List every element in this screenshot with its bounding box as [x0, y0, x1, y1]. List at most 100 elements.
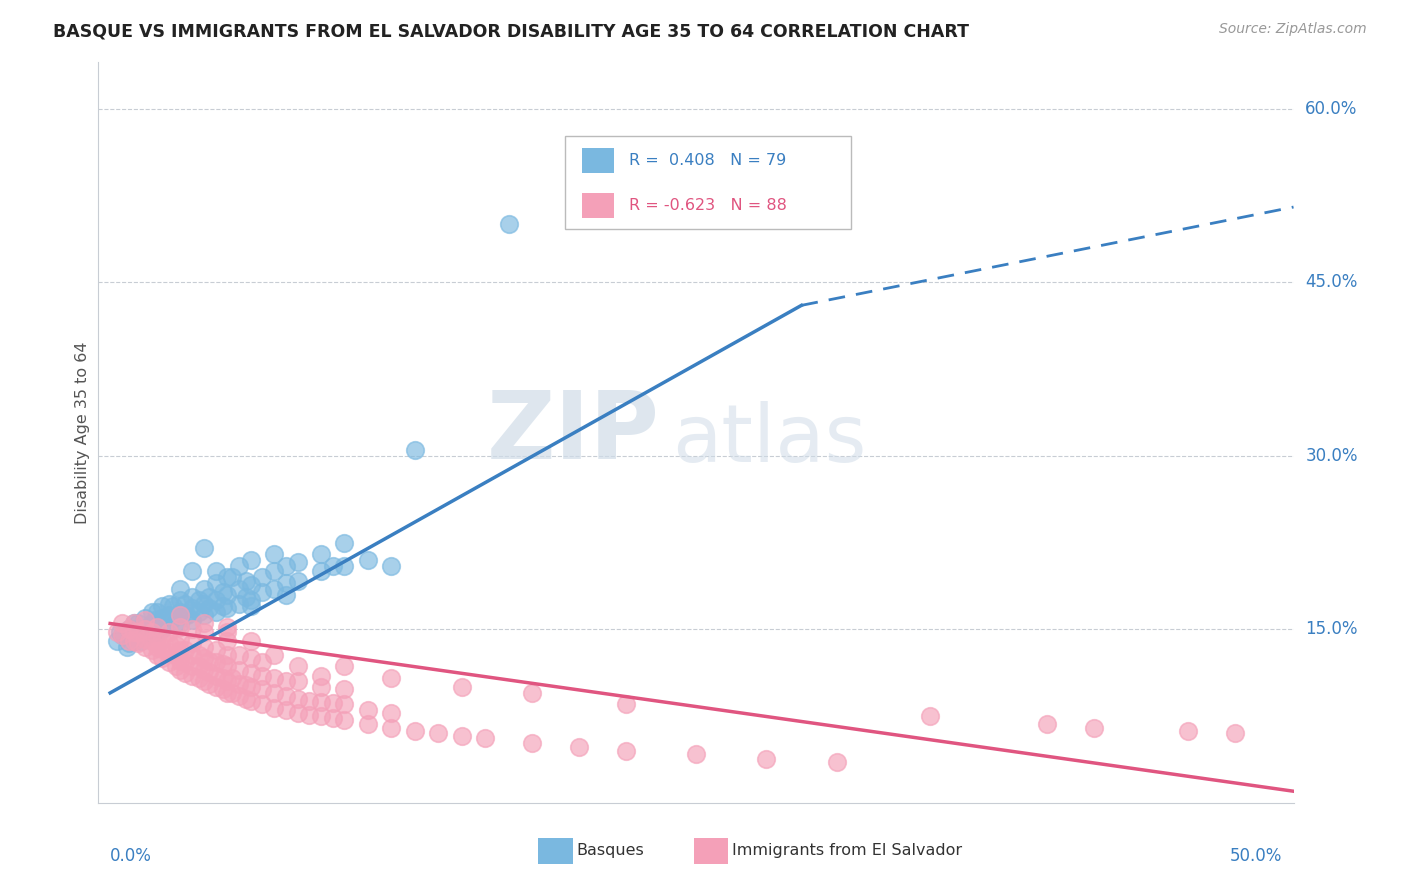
Point — [105, 624, 128, 639]
Point — [169, 616, 191, 631]
Point — [127, 628, 149, 642]
Point — [188, 659, 211, 673]
Point — [309, 547, 332, 561]
Point — [322, 696, 344, 710]
Point — [204, 643, 226, 657]
Point — [309, 565, 332, 579]
Point — [274, 588, 297, 602]
Point — [157, 616, 180, 631]
Point — [333, 713, 356, 727]
Point — [108, 624, 131, 639]
Point — [322, 558, 344, 573]
Point — [169, 663, 191, 677]
Point — [141, 605, 163, 619]
Point — [217, 588, 239, 602]
Point — [450, 680, 472, 694]
Point — [127, 624, 149, 639]
Point — [614, 698, 637, 712]
Point — [122, 633, 145, 648]
Point — [134, 610, 156, 624]
FancyBboxPatch shape — [582, 193, 613, 218]
Point — [239, 599, 262, 614]
Point — [157, 608, 180, 623]
Point — [287, 574, 309, 588]
Point — [150, 610, 173, 624]
Point — [204, 593, 226, 607]
Point — [176, 608, 198, 623]
Point — [357, 703, 380, 717]
Text: BASQUE VS IMMIGRANTS FROM EL SALVADOR DISABILITY AGE 35 TO 64 CORRELATION CHART: BASQUE VS IMMIGRANTS FROM EL SALVADOR DI… — [53, 22, 969, 40]
Point — [568, 740, 591, 755]
FancyBboxPatch shape — [582, 147, 613, 173]
Point — [181, 601, 204, 615]
Point — [181, 636, 204, 650]
Point — [197, 676, 219, 690]
Point — [309, 709, 332, 723]
Text: 30.0%: 30.0% — [1305, 447, 1358, 465]
Point — [263, 686, 285, 700]
Point — [252, 682, 274, 697]
Point — [520, 686, 543, 700]
Point — [150, 651, 173, 665]
Point — [118, 622, 141, 636]
Point — [122, 622, 145, 636]
Point — [217, 570, 239, 584]
Point — [239, 633, 262, 648]
Point — [211, 585, 233, 599]
Point — [134, 632, 156, 646]
Point — [134, 628, 156, 642]
Point — [193, 663, 215, 677]
Point — [143, 613, 166, 627]
Point — [122, 616, 145, 631]
FancyBboxPatch shape — [693, 838, 728, 863]
Point — [165, 648, 187, 662]
Point — [204, 668, 226, 682]
Point — [287, 691, 309, 706]
Point — [217, 601, 239, 615]
Text: R = -0.623   N = 88: R = -0.623 N = 88 — [628, 198, 787, 213]
Point — [221, 570, 243, 584]
Point — [193, 582, 215, 596]
Point — [287, 555, 309, 569]
Point — [221, 686, 243, 700]
Point — [157, 655, 180, 669]
Point — [1177, 724, 1199, 739]
Point — [235, 574, 257, 588]
Point — [263, 671, 285, 685]
Point — [197, 601, 219, 615]
Point — [132, 622, 155, 636]
Point — [193, 624, 215, 639]
Point — [169, 643, 191, 657]
Point — [333, 558, 356, 573]
Point — [174, 643, 197, 657]
Point — [141, 633, 163, 648]
Point — [357, 553, 380, 567]
Text: 50.0%: 50.0% — [1229, 847, 1282, 864]
Point — [146, 624, 169, 639]
Point — [181, 590, 204, 604]
Point — [150, 599, 173, 614]
Point — [150, 642, 173, 657]
Point — [105, 633, 128, 648]
Point — [228, 676, 250, 690]
Point — [193, 541, 215, 556]
Point — [380, 671, 402, 685]
Point — [169, 582, 191, 596]
Point — [287, 674, 309, 689]
Point — [298, 707, 321, 722]
Point — [239, 666, 262, 681]
Point — [197, 590, 219, 604]
Point — [474, 731, 496, 745]
Point — [157, 624, 180, 639]
Point — [1388, 379, 1406, 393]
Text: atlas: atlas — [672, 401, 866, 479]
Point — [309, 668, 332, 682]
Point — [685, 747, 707, 762]
Point — [217, 624, 239, 639]
Point — [188, 671, 211, 685]
Point — [498, 218, 520, 232]
Point — [239, 578, 262, 592]
Point — [825, 756, 848, 770]
Point — [146, 640, 169, 654]
Point — [146, 620, 169, 634]
